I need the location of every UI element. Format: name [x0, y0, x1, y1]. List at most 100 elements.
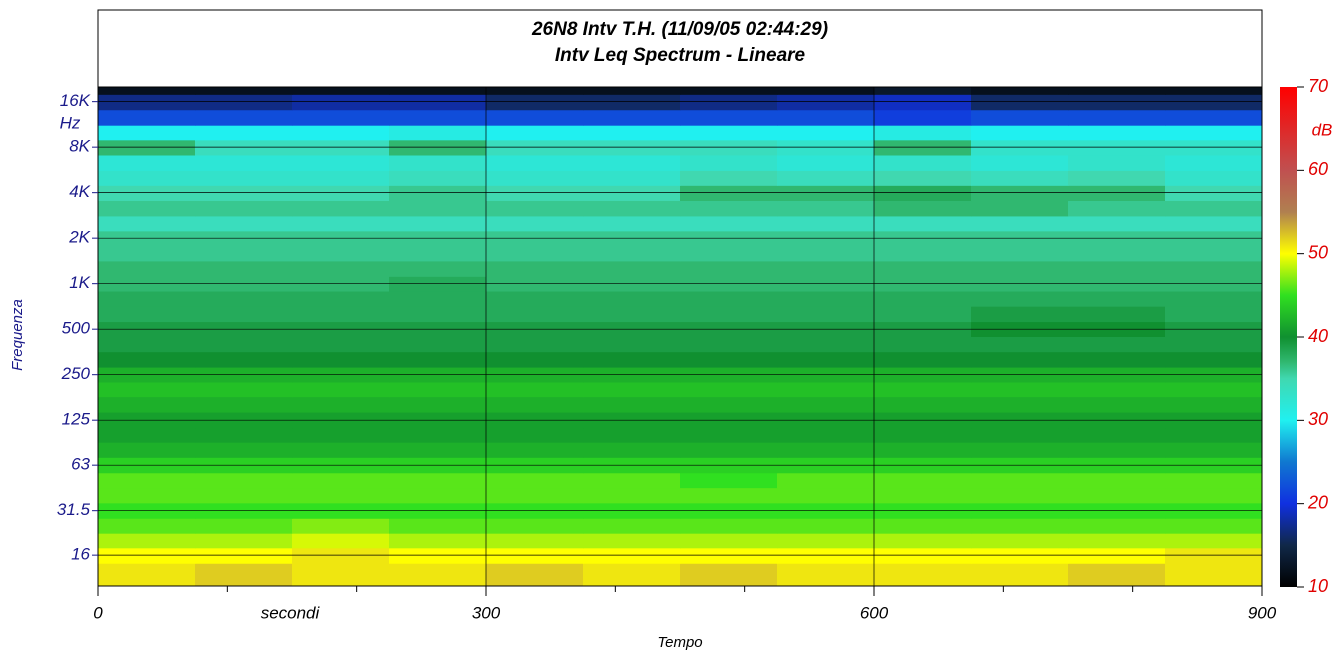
heatmap-cell — [1068, 472, 1166, 489]
heatmap-cell — [389, 139, 487, 156]
heatmap-cell — [389, 472, 487, 489]
heatmap-cell — [1068, 185, 1166, 202]
heatmap-cell — [1165, 427, 1263, 443]
heatmap-cell — [777, 533, 875, 549]
heatmap-cell — [680, 260, 778, 277]
heatmap-cell — [1165, 87, 1263, 95]
heatmap-cell — [195, 306, 293, 323]
heatmap-cell — [1068, 87, 1166, 95]
heatmap-cell — [874, 125, 972, 141]
heatmap-cell — [777, 94, 875, 111]
heatmap-cell — [292, 94, 390, 111]
heatmap-cell — [1165, 94, 1263, 111]
heatmap-cell — [486, 472, 584, 489]
colorbar-tick-label: 30 — [1308, 409, 1328, 429]
heatmap-cell — [195, 533, 293, 549]
y-tick-label: 2K — [68, 228, 90, 247]
heatmap-cell — [486, 442, 584, 458]
heatmap-cell — [98, 170, 196, 186]
heatmap-cell — [971, 563, 1069, 587]
heatmap-cell — [1165, 260, 1263, 277]
heatmap-cell — [583, 215, 681, 232]
heatmap-cell — [389, 306, 487, 323]
heatmap-cell — [680, 472, 778, 489]
x-unit-label: secondi — [261, 603, 321, 622]
heatmap-cell — [292, 200, 390, 217]
heatmap-cell — [777, 109, 875, 126]
heatmap-cell — [195, 109, 293, 126]
heatmap-cell — [486, 109, 584, 126]
heatmap-cell — [680, 139, 778, 156]
heatmap-cell — [195, 382, 293, 398]
heatmap-cell — [1165, 185, 1263, 202]
heatmap-cell — [1165, 109, 1263, 126]
heatmap-cell — [1165, 396, 1263, 413]
y-tick-label: 250 — [61, 364, 91, 383]
header-box — [97, 9, 1263, 88]
heatmap-cell — [680, 290, 778, 307]
heatmap-cell — [1068, 547, 1166, 564]
heatmap-cell — [874, 170, 972, 186]
x-tick-label: 600 — [860, 603, 889, 622]
heatmap-cell — [292, 139, 390, 156]
heatmap-cell — [680, 518, 778, 534]
heatmap-cell — [1068, 563, 1166, 587]
heatmap-cell — [971, 260, 1069, 277]
heatmap-cell — [1165, 351, 1263, 368]
heatmap-cell — [195, 396, 293, 413]
heatmap-cell — [195, 290, 293, 307]
heatmap-cell — [486, 306, 584, 323]
heatmap-cell — [1068, 170, 1166, 186]
heatmap-cell — [195, 215, 293, 232]
heatmap-cell — [1165, 382, 1263, 398]
heatmap-cell — [1068, 154, 1166, 171]
heatmap-cell — [1068, 125, 1166, 141]
heatmap-cell — [874, 442, 972, 458]
heatmap-cell — [874, 109, 972, 126]
heatmap-cell — [971, 427, 1069, 443]
heatmap-cell — [583, 245, 681, 262]
heatmap-cell — [583, 547, 681, 564]
heatmap-cell — [98, 306, 196, 323]
plot-frame — [97, 86, 1263, 587]
heatmap-cell — [195, 87, 293, 95]
heatmap-cell — [1165, 563, 1263, 587]
heatmap-cell — [777, 154, 875, 171]
heatmap-cell — [874, 382, 972, 398]
heatmap-cell — [486, 185, 584, 202]
heatmap-cell — [292, 487, 390, 504]
heatmap-cell — [583, 87, 681, 95]
heatmap-cell — [292, 306, 390, 323]
colorbar-tick-label: 70 — [1308, 76, 1328, 96]
heatmap-cell — [486, 125, 584, 141]
heatmap-cell — [1068, 396, 1166, 413]
heatmap-cell — [1068, 487, 1166, 504]
heatmap-cell — [195, 139, 293, 156]
heatmap-cell — [195, 547, 293, 564]
heatmap-cell — [583, 200, 681, 217]
heatmap-cell — [98, 382, 196, 398]
heatmap-cell — [680, 563, 778, 587]
heatmap-cell — [98, 215, 196, 232]
heatmap-cell — [292, 154, 390, 171]
heatmap-cell — [486, 336, 584, 353]
heatmap-cell — [98, 185, 196, 202]
heatmap-cell — [1068, 94, 1166, 111]
heatmap-cell — [874, 487, 972, 504]
y-tick-label: 63 — [71, 455, 90, 474]
heatmap-cell — [98, 87, 196, 95]
heatmap-cell — [292, 215, 390, 232]
colorbar-tick-label: 60 — [1308, 159, 1328, 179]
colorbar-tick-label: 20 — [1307, 492, 1328, 512]
heatmap-cell — [971, 109, 1069, 126]
heatmap-cell — [777, 472, 875, 489]
heatmap-cell — [486, 215, 584, 232]
heatmap-cell — [389, 215, 487, 232]
y-tick-label: 1K — [69, 273, 90, 292]
heatmap-cell — [874, 533, 972, 549]
heatmap-cell — [583, 382, 681, 398]
heatmap-cell — [874, 547, 972, 564]
heatmap-cell — [1165, 306, 1263, 323]
